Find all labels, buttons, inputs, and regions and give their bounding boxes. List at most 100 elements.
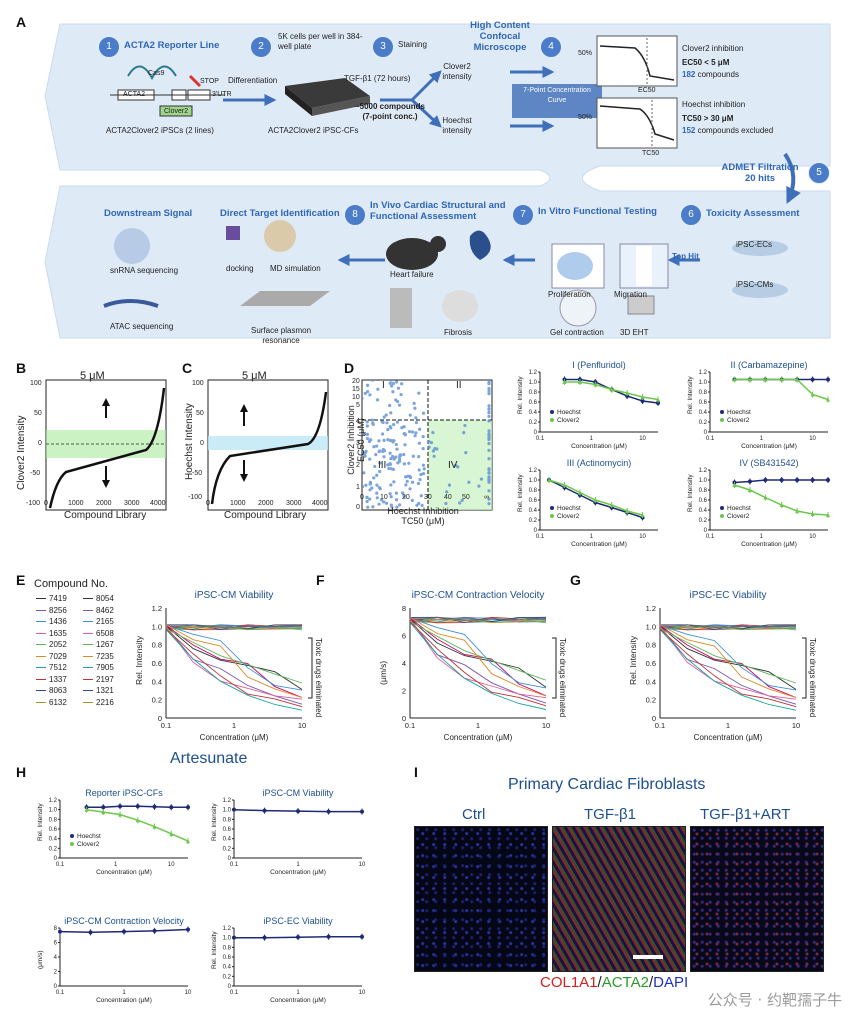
step-4-badge: 4 (540, 36, 562, 58)
cas9-label: Cas9 (148, 70, 165, 77)
scatter-point (382, 455, 386, 459)
legend-swatch (83, 667, 93, 669)
x-axis-label: Concentration (μM) (270, 869, 326, 876)
scatter-point (407, 461, 411, 465)
scatter-point (388, 451, 392, 455)
chart-title: iPSC-EC Viability (689, 590, 766, 601)
data-point (101, 810, 106, 815)
data-point (656, 397, 660, 402)
step-2-title: 5K cells per well in 384-well plate (278, 32, 363, 51)
x-axis-label: Concentration (μM) (694, 733, 763, 742)
dose-chart: II (Carbamazepine) 1.2 1.0 0.8 0.6 0.4 0.2 00.1… (687, 360, 830, 450)
scatter-point (378, 449, 382, 453)
panel-f-label: F (316, 572, 325, 588)
legend-marker (720, 514, 724, 518)
ipsc-cms-label: iPSC-CMs (736, 280, 774, 289)
data-point (296, 935, 300, 940)
dose-chart: III (Actinomycin) 1.2 1.0 0.8 0.6 0.4 0.2 00.1 1… (517, 458, 658, 548)
step-6-title: Toxicity Assessment (706, 208, 800, 219)
legend-swatch (83, 701, 93, 703)
data-point (810, 512, 815, 516)
data-point (135, 804, 140, 809)
y-tick-label: 0.4 (49, 837, 58, 843)
y-tick-label: 0.2 (152, 696, 162, 705)
data-point (326, 934, 331, 939)
scatter-point (487, 442, 491, 446)
y-tick-label: 1.0 (223, 936, 232, 942)
migration-label: Migration (614, 290, 647, 299)
scatter-point (372, 476, 376, 480)
scatter-point (487, 480, 491, 484)
scatter-point (487, 497, 491, 501)
compound-id: 2216 (96, 697, 114, 707)
y-tick-label: 0.8 (699, 390, 708, 396)
scatter-point (421, 446, 425, 451)
data-point (122, 929, 126, 934)
scatter-point (406, 474, 410, 478)
scatter-point (487, 380, 491, 384)
bracket-label: Toxic drugs eliminated (558, 638, 567, 717)
compound-id: 7235 (96, 651, 114, 661)
y-tick-label: 0.8 (49, 817, 58, 823)
legend-marker (70, 834, 74, 838)
legend-label: Hoechst (557, 505, 581, 512)
acta2-box-label: ACTA2 (123, 91, 146, 98)
tc-count: 152 (682, 126, 696, 135)
data-point (88, 930, 93, 935)
legend-swatch (83, 690, 93, 692)
y-tick-label: 0.2 (699, 420, 708, 426)
scatter-point (487, 471, 491, 475)
x-tick-label: 0.1 (706, 436, 715, 442)
scatter-point (397, 457, 402, 461)
x-tick-label: 1 (232, 721, 236, 730)
y-tick-label: 0 (534, 528, 538, 534)
legend-marker (550, 514, 554, 518)
data-point (779, 377, 784, 382)
compound-line (409, 619, 547, 624)
data-point (826, 513, 830, 517)
scatter-point (421, 463, 426, 467)
d-ytick: 4 (356, 418, 360, 425)
scatter-point (389, 467, 393, 471)
scatter-point (400, 382, 404, 386)
d-xtick: ∞ (484, 494, 489, 501)
stain-legend: COL1A1/ACTA2/DAPI (540, 974, 688, 991)
scatter-point (487, 433, 491, 437)
scatter-point (422, 467, 426, 471)
panel-i-label: I (414, 764, 418, 780)
legend-label: Clover2 (727, 513, 750, 520)
scatter-point (362, 452, 366, 456)
y-tick-label: 0.2 (646, 696, 656, 705)
b-ytick: -100 (26, 500, 41, 507)
compound-id: 7419 (49, 594, 67, 603)
scatter-point (362, 396, 364, 401)
compound-legend: 7419 8054 8256 8462 1436 2165 1635 6508 2052 1267… (36, 594, 146, 709)
legend-label: Hoechst (727, 409, 751, 416)
data-point (795, 509, 800, 513)
y-tick-label: 1.0 (529, 478, 538, 484)
panel-e-label: E (16, 572, 26, 588)
x-tick-label: 0.1 (536, 534, 545, 540)
legend-swatch (83, 644, 93, 646)
data-point (84, 807, 89, 812)
compound-line (165, 624, 303, 699)
y-tick-label: 1.2 (223, 926, 232, 932)
y-tick-label: 1.2 (699, 370, 708, 376)
scatter-point (389, 411, 393, 415)
y-tick-label: 1.2 (529, 370, 538, 376)
compound-line (409, 621, 547, 707)
dose-chart: I (Penfluridol) 1.2 1.0 0.8 0.6 0.4 0.2 00.1 1 10… (517, 360, 660, 450)
data-point (593, 382, 598, 387)
micrograph-ctrl (414, 826, 548, 972)
y-tick-label: 0 (704, 430, 708, 436)
data-point (152, 928, 157, 933)
d-xtick: 40 (444, 494, 452, 501)
stain-dapi: DAPI (653, 974, 689, 991)
legend-swatch (36, 667, 46, 669)
legend-marker (550, 410, 554, 414)
data-point (656, 401, 660, 405)
scatter-point (389, 495, 393, 499)
y-tick-label: 6 (402, 632, 406, 641)
tc50-label: TC50 (642, 150, 660, 157)
panel-d-xlabel: Hoechst Inhibition TC50 (μM) (387, 506, 459, 526)
